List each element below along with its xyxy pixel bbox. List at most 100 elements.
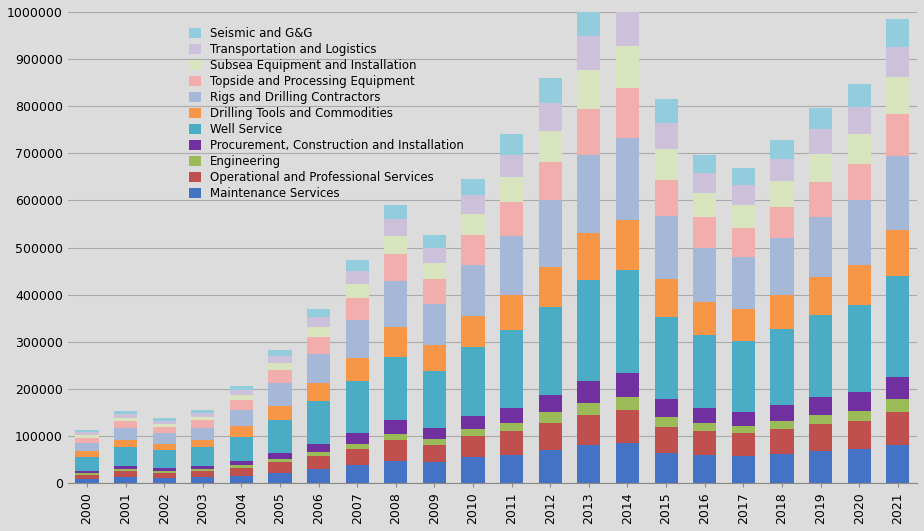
Bar — [732, 456, 755, 483]
Bar — [230, 468, 253, 476]
Bar — [693, 423, 716, 431]
Bar — [808, 154, 833, 182]
Bar — [771, 207, 794, 238]
Bar — [500, 155, 523, 177]
Bar — [152, 421, 176, 424]
Bar — [384, 281, 407, 327]
Bar — [693, 155, 716, 173]
Bar — [384, 357, 407, 421]
Bar — [76, 438, 99, 443]
Bar — [732, 412, 755, 426]
Bar — [114, 410, 137, 414]
Bar — [114, 471, 137, 477]
Bar — [616, 443, 639, 483]
Bar — [693, 217, 716, 248]
Bar — [269, 453, 292, 459]
Bar — [771, 421, 794, 430]
Bar — [578, 155, 601, 233]
Bar — [76, 479, 99, 483]
Bar — [693, 455, 716, 483]
Bar — [578, 403, 601, 415]
Bar — [771, 405, 794, 421]
Bar — [500, 177, 523, 202]
Bar — [578, 446, 601, 483]
Bar — [461, 457, 485, 483]
Bar — [269, 463, 292, 473]
Bar — [114, 440, 137, 447]
Bar — [578, 381, 601, 403]
Bar — [269, 356, 292, 363]
Bar — [886, 412, 909, 444]
Bar — [230, 409, 253, 426]
Bar — [152, 468, 176, 471]
Bar — [654, 279, 677, 317]
Bar — [191, 440, 214, 447]
Bar — [539, 200, 562, 267]
Bar — [616, 138, 639, 220]
Bar — [346, 381, 369, 433]
Bar — [230, 476, 253, 483]
Bar — [771, 295, 794, 329]
Bar — [423, 439, 446, 444]
Bar — [346, 271, 369, 284]
Bar — [654, 317, 677, 399]
Bar — [578, 37, 601, 71]
Bar — [500, 236, 523, 295]
Bar — [384, 434, 407, 440]
Bar — [269, 473, 292, 483]
Bar — [539, 423, 562, 450]
Bar — [886, 444, 909, 483]
Bar — [76, 471, 99, 473]
Bar — [732, 168, 755, 185]
Bar — [654, 426, 677, 452]
Bar — [771, 454, 794, 483]
Bar — [693, 335, 716, 408]
Bar — [616, 0, 639, 8]
Bar — [307, 383, 330, 401]
Bar — [269, 350, 292, 356]
Bar — [191, 417, 214, 421]
Bar — [654, 217, 677, 279]
Bar — [461, 416, 485, 429]
Bar — [578, 415, 601, 446]
Bar — [886, 399, 909, 412]
Bar — [693, 248, 716, 302]
Bar — [346, 443, 369, 449]
Bar — [384, 421, 407, 434]
Bar — [654, 123, 677, 149]
Bar — [191, 427, 214, 440]
Bar — [732, 341, 755, 412]
Bar — [191, 469, 214, 472]
Bar — [616, 8, 639, 46]
Bar — [847, 200, 870, 264]
Bar — [500, 295, 523, 330]
Bar — [461, 316, 485, 347]
Bar — [732, 204, 755, 228]
Bar — [539, 103, 562, 131]
Bar — [152, 424, 176, 427]
Bar — [191, 409, 214, 413]
Bar — [76, 451, 99, 457]
Legend: Seismic and G&G, Transportation and Logistics, Subsea Equipment and Installation: Seismic and G&G, Transportation and Logi… — [184, 22, 468, 204]
Bar — [76, 473, 99, 475]
Bar — [269, 406, 292, 420]
Bar — [886, 377, 909, 399]
Bar — [191, 413, 214, 417]
Bar — [269, 459, 292, 463]
Bar — [808, 451, 833, 483]
Bar — [847, 392, 870, 410]
Bar — [307, 337, 330, 354]
Bar — [808, 129, 833, 154]
Bar — [771, 181, 794, 207]
Bar — [423, 371, 446, 427]
Bar — [346, 260, 369, 271]
Bar — [346, 320, 369, 358]
Bar — [654, 99, 677, 123]
Bar — [384, 254, 407, 281]
Bar — [500, 455, 523, 483]
Bar — [152, 433, 176, 444]
Bar — [346, 449, 369, 465]
Bar — [269, 383, 292, 406]
Bar — [423, 427, 446, 439]
Bar — [847, 410, 870, 421]
